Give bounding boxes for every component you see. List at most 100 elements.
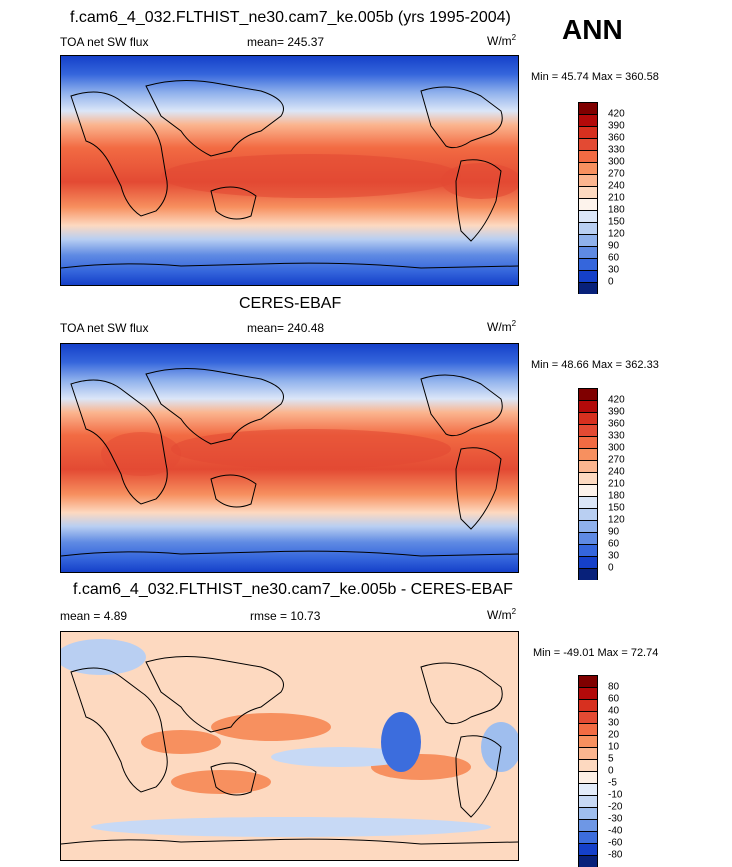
colorbar-box <box>578 568 598 580</box>
panel1-minmax: Min = 45.74 Max = 360.58 <box>531 71 659 83</box>
colorbar-box <box>578 388 598 400</box>
colorbar-tick-label: 60 <box>608 252 620 264</box>
panel2-unit-exp: 2 <box>511 319 517 328</box>
colorbar-box <box>578 102 598 114</box>
colorbar-tick-label: -40 <box>608 825 623 837</box>
colorbar-box <box>578 795 598 807</box>
colorbar-box <box>578 747 598 759</box>
colorbar-tick-label: 40 <box>608 705 620 717</box>
colorbar-box <box>578 843 598 855</box>
colorbar-box <box>578 448 598 460</box>
colorbar-tick-label: 80 <box>608 681 620 693</box>
colorbar-box <box>578 198 598 210</box>
panel2-unit-base: W/m <box>487 320 512 334</box>
colorbar-box <box>578 819 598 831</box>
colorbar-box <box>578 222 598 234</box>
panel3-minmax: Min = -49.01 Max = 72.74 <box>533 647 659 659</box>
colorbar-box <box>578 114 598 126</box>
colorbar-tick-label: -80 <box>608 849 623 861</box>
colorbar-tick-label: 180 <box>608 204 625 216</box>
colorbar-tick-label: 210 <box>608 192 625 204</box>
colorbar-tick-label: -20 <box>608 801 623 813</box>
colorbar-tick-label: 240 <box>608 466 625 478</box>
colorbar-tick-label: 330 <box>608 144 625 156</box>
colorbar-tick-label: 210 <box>608 478 625 490</box>
colorbar-box <box>578 759 598 771</box>
colorbar-box <box>578 807 598 819</box>
panel1-map-field <box>61 56 518 285</box>
panel2-mean: mean= 240.48 <box>247 321 325 335</box>
panel3-unit-exp: 2 <box>511 607 517 616</box>
panel2-colorbar: 420 390 360 330 300 270 240 210 180 150 120 90 60 30 0 <box>578 388 625 580</box>
colorbar-box <box>578 711 598 723</box>
colorbar-tick-label: 20 <box>608 729 620 741</box>
colorbar-box <box>578 460 598 472</box>
panel1-mean: mean= 245.37 <box>247 35 325 49</box>
colorbar-tick-label: 120 <box>608 228 625 240</box>
colorbar-box <box>578 138 598 150</box>
colorbar-tick-label: 420 <box>608 108 625 120</box>
colorbar-box <box>578 270 598 282</box>
colorbar-tick-label: 270 <box>608 168 625 180</box>
colorbar-box <box>578 544 598 556</box>
panel1-map <box>60 55 519 286</box>
panel3-unit-base: W/m <box>487 608 512 622</box>
colorbar-tick-label: 30 <box>608 717 620 729</box>
colorbar-box <box>578 472 598 484</box>
panel1-title: f.cam6_4_032.FLTHIST_ne30.cam7_ke.005b (… <box>70 9 511 26</box>
colorbar-box <box>578 735 598 747</box>
colorbar-box <box>578 723 598 735</box>
colorbar-box <box>578 186 598 198</box>
colorbar-box <box>578 556 598 568</box>
colorbar-tick-label: 60 <box>608 538 620 550</box>
panel2-units: W/m2 <box>487 319 516 334</box>
panel1-unit-exp: 2 <box>511 33 517 42</box>
colorbar-box <box>578 783 598 795</box>
colorbar-box <box>578 831 598 843</box>
colorbar-tick-label: -60 <box>608 837 623 849</box>
colorbar-box <box>578 210 598 222</box>
panel1-units: W/m2 <box>487 33 516 48</box>
colorbar-tick-label: 5 <box>608 753 614 765</box>
colorbar-tick-label: 60 <box>608 693 620 705</box>
colorbar-box <box>578 162 598 174</box>
colorbar-box <box>578 282 598 294</box>
colorbar-tick-label: 420 <box>608 394 625 406</box>
colorbar-tick-label: -5 <box>608 777 617 789</box>
colorbar-tick-label: 120 <box>608 514 625 526</box>
panel3-map <box>60 631 519 861</box>
colorbar-tick-label: 180 <box>608 490 625 502</box>
colorbar-box <box>578 675 598 687</box>
panel1-unit-base: W/m <box>487 34 512 48</box>
colorbar-tick-label: 360 <box>608 132 625 144</box>
colorbar-tick-label: 300 <box>608 442 625 454</box>
colorbar-box <box>578 699 598 711</box>
colorbar-tick-label: 0 <box>608 562 614 574</box>
colorbar-tick-label: 30 <box>608 550 620 562</box>
colorbar-box <box>578 126 598 138</box>
colorbar-tick-label: 360 <box>608 418 625 430</box>
colorbar-tick-label: -10 <box>608 789 623 801</box>
colorbar-tick-label: 300 <box>608 156 625 168</box>
colorbar-box <box>578 508 598 520</box>
colorbar-box <box>578 855 598 867</box>
colorbar-box <box>578 234 598 246</box>
colorbar-tick-label: 0 <box>608 276 614 288</box>
colorbar-tick-label: 10 <box>608 741 620 753</box>
colorbar-box <box>578 424 598 436</box>
panel2-map <box>60 343 519 573</box>
colorbar-tick-label: 390 <box>608 406 625 418</box>
panel2-minmax: Min = 48.66 Max = 362.33 <box>531 359 659 371</box>
panel3-mean: mean = 4.89 <box>60 609 128 623</box>
panel3-title: f.cam6_4_032.FLTHIST_ne30.cam7_ke.005b -… <box>73 581 513 598</box>
colorbar-tick-label: 150 <box>608 216 625 228</box>
colorbar-tick-label: 390 <box>608 120 625 132</box>
panel2-variable: TOA net SW flux <box>60 321 149 335</box>
colorbar-box <box>578 532 598 544</box>
panel2-title: CERES-EBAF <box>239 295 342 312</box>
colorbar-box <box>578 174 598 186</box>
colorbar-box <box>578 258 598 270</box>
panel2-map-field <box>61 344 518 572</box>
colorbar-tick-label: 330 <box>608 430 625 442</box>
colorbar-box <box>578 246 598 258</box>
